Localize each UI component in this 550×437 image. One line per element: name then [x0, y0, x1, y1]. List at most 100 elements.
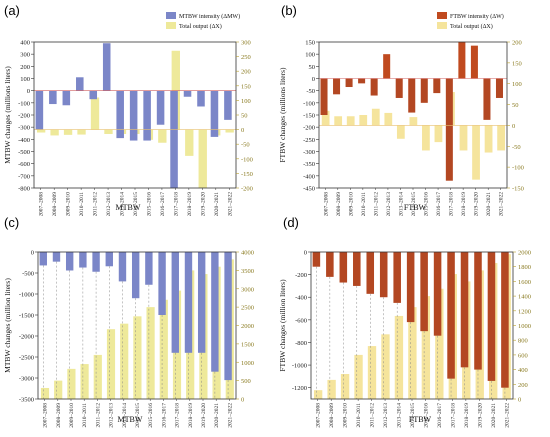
y-tick-label: -500	[18, 149, 30, 156]
legend-label: FTBW intensity (ΔW)	[450, 13, 504, 20]
y-tick-label: -600	[18, 161, 30, 168]
output-bar	[435, 288, 444, 399]
y-tick-label: 100	[20, 76, 30, 83]
output-bar	[381, 334, 390, 399]
x-tick-label: 2015–2016	[424, 192, 430, 216]
y-tick-label: -1000	[19, 292, 34, 299]
x-tick-label: 2007–2008	[43, 403, 49, 428]
y-tick-label: -450	[303, 186, 315, 193]
x-tick-label: 2017–2018	[450, 403, 456, 428]
x-tick-label: 2021–2022	[504, 403, 510, 428]
chart-c: -3500 -3000 -2500 -2000 -1500 -1000 -500 0 0 500 1…	[3, 250, 254, 428]
y-tick-label: -400	[303, 173, 315, 180]
y-tick-label: 50	[309, 64, 316, 71]
y-tick-label: 400	[20, 40, 30, 47]
legend-swatch	[166, 22, 176, 29]
y2-tick-label: 50	[512, 102, 519, 109]
output-bar	[158, 129, 167, 143]
x-tick-label: 2017–2018	[449, 192, 455, 216]
intensity-bar	[483, 78, 491, 120]
legend-swatch	[166, 12, 176, 19]
intensity-bar	[433, 78, 441, 94]
output-bar	[472, 125, 480, 180]
intensity-bar	[333, 78, 341, 95]
x-tick-label: 2020–2021	[491, 403, 497, 428]
x-tick-label: 2015–2016	[148, 403, 154, 428]
x-tick-label: 2020–2021	[214, 403, 220, 428]
output-bar	[409, 117, 418, 126]
x-axis-label: FTBW	[404, 203, 427, 212]
intensity-bar	[445, 78, 453, 181]
x-tick-label: 2009–2010	[348, 192, 354, 216]
y-tick-label: 100	[305, 52, 315, 59]
output-bar	[346, 116, 355, 126]
x-tick-label: 2018–2019	[187, 192, 193, 216]
x-tick-label: 2007–2008	[316, 403, 322, 428]
y-tick-label: -200	[295, 272, 307, 279]
intensity-bar	[197, 252, 206, 353]
intensity-bar	[345, 78, 353, 88]
y-tick-label: -300	[303, 149, 315, 156]
y-tick-label: -100	[303, 100, 315, 107]
output-bar	[359, 115, 368, 126]
output-bar	[54, 380, 63, 399]
y2-tick-label: 400	[518, 367, 528, 374]
x-tick-label: 2018–2019	[188, 403, 194, 428]
x-tick-label: 2021–2022	[227, 403, 233, 428]
output-bar	[394, 315, 404, 399]
x-tick-label: 2010–2011	[82, 403, 88, 428]
y-tick-label: 0	[312, 76, 315, 83]
y2-tick-label: 3500	[241, 268, 254, 275]
y-tick-label: -700	[18, 173, 30, 180]
output-bar	[371, 108, 380, 126]
x-tick-label: 2013–2014	[122, 403, 128, 428]
panel-b: (b) -450 -400 -350 -300 -250 -200 -150 -100 -50 0…	[275, 0, 550, 217]
x-tick-label: 2016–2017	[437, 403, 443, 428]
intensity-bar	[156, 90, 165, 125]
y2-tick-label: -150	[512, 186, 524, 193]
y2-tick-label: -100	[241, 156, 253, 163]
panel-d: (d) -1200 -1000 -800 -600 -400 -200 0 0 200 400 60…	[275, 215, 550, 432]
intensity-bar	[183, 90, 192, 97]
y-tick-label: -250	[303, 137, 315, 144]
x-tick-label: 2011–2012	[93, 192, 99, 216]
intensity-bar	[89, 90, 98, 100]
x-tick-label: 2018–2019	[461, 192, 467, 216]
intensity-bar	[143, 90, 151, 141]
x-tick-label: 2010–2011	[79, 192, 85, 216]
y2-tick-label: 200	[518, 382, 528, 389]
intensity-bar	[65, 252, 74, 271]
y2-tick-label: 1800	[518, 264, 531, 271]
output-bar	[367, 346, 377, 399]
output-bar	[159, 299, 168, 399]
output-bar	[104, 129, 113, 134]
x-tick-label: 2019–2020	[200, 192, 206, 216]
intensity-bar	[171, 252, 179, 353]
x-tick-label: 2018–2019	[464, 403, 470, 428]
intensity-bar	[129, 90, 138, 141]
intensity-bar	[383, 54, 391, 79]
x-tick-label: 2007–2008	[323, 192, 329, 216]
x-tick-label: 2008–2009	[336, 192, 342, 216]
y-tick-label: -800	[295, 340, 307, 347]
intensity-bar	[339, 252, 348, 283]
y-tick-label: -600	[295, 317, 307, 324]
output-bar	[171, 50, 180, 130]
y-axis-label: MTBW changes (million liters)	[3, 278, 12, 373]
intensity-bar	[170, 90, 178, 188]
y-tick-label: -400	[295, 295, 307, 302]
x-tick-label: 2011–2012	[95, 403, 101, 428]
x-tick-label: 2015–2016	[146, 192, 152, 216]
output-bar	[327, 379, 336, 399]
x-tick-label: 2019–2020	[477, 403, 483, 428]
intensity-bar	[79, 252, 87, 268]
y-tick-label: 300	[20, 52, 30, 59]
y2-tick-label: 0	[241, 127, 244, 134]
intensity-bar	[145, 252, 153, 285]
y-axis-label: FTBW changes (million liters)	[278, 279, 287, 372]
output-bar	[90, 97, 100, 130]
y2-tick-label: 2000	[241, 323, 254, 330]
x-tick-label: 2010–2011	[356, 403, 362, 428]
output-bar	[497, 125, 505, 151]
y-tick-label: -1500	[19, 313, 34, 320]
